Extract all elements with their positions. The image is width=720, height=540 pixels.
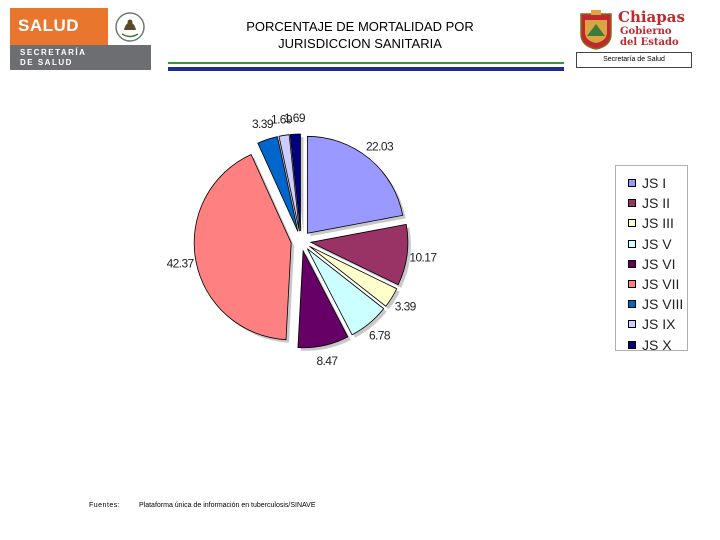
legend-label-js-ii: JS II [642, 195, 671, 212]
page-title: PORCENTAJE DE MORTALIDAD POR JURISDICCIO… [200, 18, 520, 52]
source-label: Fuentes: [89, 502, 121, 509]
chiapas-shield-icon [580, 10, 612, 50]
legend-label-js-iii: JS III [642, 215, 674, 232]
chiapas-logo-line2: Gobierno [620, 26, 672, 37]
pie-slice-js-v [307, 248, 385, 336]
salud-logo-orange-block [10, 8, 108, 45]
legend-item-js-i: JS I [628, 174, 688, 192]
legend-swatch-js-v [628, 239, 636, 248]
chiapas-logo: Chiapas Gobierno del Estado Secretaría d… [576, 8, 692, 68]
chart-legend: JS I JS II JS III JS V JS VI JS VII JS VIII JS … [615, 165, 688, 354]
legend-item-js-ii: JS II [628, 194, 688, 212]
data-label-js-vii: 42.37 [167, 257, 195, 271]
header-rule-blue [168, 67, 564, 71]
legend-label-js-viii: JS VIII [642, 296, 684, 313]
data-label-js-i: 22.03 [366, 139, 394, 153]
salud-logo-grey-block [10, 45, 151, 70]
pie-slice-js-ii [309, 223, 409, 286]
legend-swatch-js-i [628, 179, 636, 187]
legend-swatch-js-ii [628, 199, 636, 208]
salud-logo-line2: DE SALUD [20, 58, 73, 67]
source-text: Plataforma única de información en tuber… [139, 502, 316, 509]
chiapas-logo-name: Chiapas [618, 8, 685, 26]
legend-label-js-i: JS I [642, 175, 667, 191]
mexico-seal-icon [112, 10, 148, 43]
legend-label-js-vii: JS VII [642, 276, 680, 292]
pie-slice-js-x [289, 133, 301, 232]
legend-swatch-js-x [628, 340, 636, 349]
data-label-js-iii: 3.39 [395, 299, 417, 313]
data-label-js-v: 6.78 [369, 329, 391, 343]
legend-swatch-js-vi [628, 259, 636, 268]
legend-label-js-ix: JS IX [642, 316, 676, 333]
legend-swatch-js-viii [628, 300, 636, 309]
salud-logo-line1: SECRETARÍA [20, 48, 87, 57]
pie-slice-js-vi [297, 249, 349, 349]
data-label-js-viii: 3.39 [252, 117, 274, 131]
legend-swatch-js-vii [628, 280, 636, 288]
legend-item-js-viii: JS VIII [628, 295, 688, 313]
title-line-2: JURISDICCION SANITARIA [278, 36, 442, 51]
legend-swatch-js-iii [628, 219, 636, 228]
pie-slice-js-viii [257, 136, 299, 232]
legend-item-js-iii: JS III [628, 214, 688, 232]
legend-item-js-x: JS X [628, 336, 688, 354]
data-label-js-x: 1.69 [284, 111, 306, 125]
legend-item-js-vi: JS VI [628, 255, 688, 273]
pie-slice-js-ix [278, 134, 300, 232]
legend-label-js-vi: JS VI [642, 255, 676, 272]
chiapas-logo-caption: Secretaría de Salud [576, 52, 692, 68]
chiapas-logo-line3: del Estado [620, 37, 679, 48]
salud-logo: SALUD SECRETARÍA DE SALUD [10, 8, 151, 70]
legend-label-js-x: JS X [642, 336, 672, 353]
data-label-js-ix: 1.69 [271, 113, 293, 127]
legend-item-js-v: JS V [628, 235, 688, 253]
title-line-1: PORCENTAJE DE MORTALIDAD POR [246, 19, 474, 34]
data-label-js-vi: 8.47 [316, 354, 338, 368]
legend-label-js-v: JS V [642, 235, 672, 252]
legend-item-js-vii: JS VII [628, 275, 688, 293]
header-rule-green [168, 62, 564, 64]
legend-item-js-ix: JS IX [628, 315, 688, 333]
pie-slice-js-vii [193, 153, 292, 341]
legend-swatch-js-ix [628, 320, 636, 329]
pie-slice-js-iii [309, 245, 398, 307]
pie-slice-js-i [306, 135, 404, 234]
data-label-js-ii: 10.17 [409, 250, 437, 264]
salud-logo-brand: SALUD [18, 16, 80, 35]
